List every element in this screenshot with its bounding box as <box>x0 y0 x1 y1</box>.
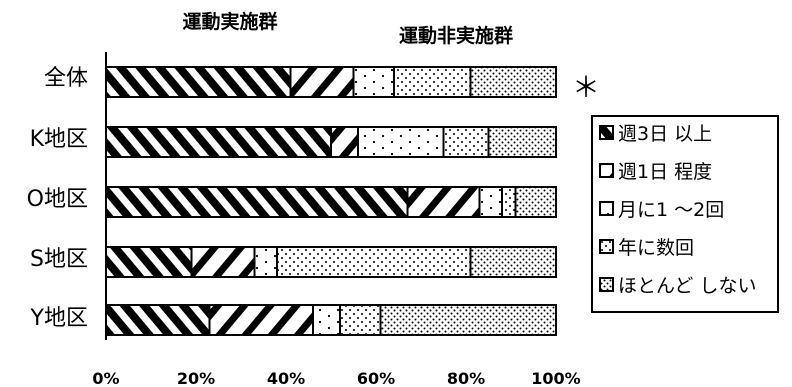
legend-label-weekly-1: 週1日 程度 <box>618 161 712 183</box>
bar-segment-1-5 <box>469 66 557 98</box>
legend-label-monthly: 月に1 ～2回 <box>618 199 724 221</box>
bar-segment-3-3 <box>478 186 503 218</box>
bar-segment-2-5 <box>487 126 557 158</box>
category-labels: 全体 K地区 O地区 S地区 Y地区 <box>27 66 88 331</box>
legend-label-weekly-3plus: 週3日 以上 <box>618 123 712 145</box>
legend-box <box>591 115 779 313</box>
bar-segment-1-3 <box>352 66 395 98</box>
bar-segment-1-4 <box>393 66 472 98</box>
bar-segment-2-4 <box>442 126 490 158</box>
significance-asterisk: ＊ <box>572 71 600 104</box>
legend-swatch-yearly <box>599 239 614 254</box>
bar-segment-4-2 <box>190 246 256 278</box>
bar-segment-1-1 <box>105 66 292 98</box>
legend-swatch-weekly-3plus <box>599 125 614 140</box>
bar-segment-4-5 <box>469 246 557 278</box>
bar-segment-5-5 <box>379 304 557 336</box>
bar-segment-2-3 <box>357 126 445 158</box>
bar-segment-2-1 <box>105 126 332 158</box>
x-tick-0: 0% <box>92 369 119 387</box>
bar-segment-3-5 <box>514 186 557 218</box>
group-header-exercise: 運動実施群 <box>182 10 277 33</box>
bar-segment-5-4 <box>339 304 382 336</box>
x-tick-20: 20% <box>177 369 215 387</box>
bars-layer <box>105 66 557 336</box>
category-label-o: O地区 <box>27 187 88 212</box>
bar-segment-5-1 <box>105 304 211 336</box>
category-label-k: K地区 <box>30 127 88 152</box>
x-tick-60: 60% <box>357 369 395 387</box>
category-label-s: S地区 <box>30 247 88 272</box>
bar-segment-2-2 <box>330 126 359 158</box>
bar-segment-5-3 <box>312 304 341 336</box>
legend-label-yearly: 年に数回 <box>618 237 694 259</box>
x-tick-labels: 0% 20% 40% 60% 80% 100% <box>92 369 580 387</box>
bar-segment-5-2 <box>208 304 314 336</box>
bar-segment-1-2 <box>289 66 355 98</box>
x-tick-40: 40% <box>267 369 305 387</box>
legend-swatch-weekly-1 <box>599 163 614 178</box>
category-label-all: 全体 <box>44 66 88 91</box>
legend-swatch-rarely <box>599 277 614 292</box>
bar-segment-4-1 <box>105 246 193 278</box>
legend-swatch-monthly <box>599 201 614 216</box>
category-label-y: Y地区 <box>30 306 88 331</box>
x-tick-100: 100% <box>531 369 580 387</box>
x-tick-80: 80% <box>447 369 485 387</box>
bar-segment-3-4 <box>501 186 517 218</box>
legend-label-rarely: ほとんど しない <box>618 275 756 297</box>
bar-segment-4-4 <box>276 246 472 278</box>
bar-segment-4-3 <box>253 246 278 278</box>
bar-segment-3-1 <box>105 186 409 218</box>
bar-segment-3-2 <box>406 186 481 218</box>
legend: 週3日 以上 週1日 程度 月に1 ～2回 年に数回 ほとんど しない <box>591 115 779 313</box>
group-header-no-exercise: 運動非実施群 <box>399 24 513 47</box>
